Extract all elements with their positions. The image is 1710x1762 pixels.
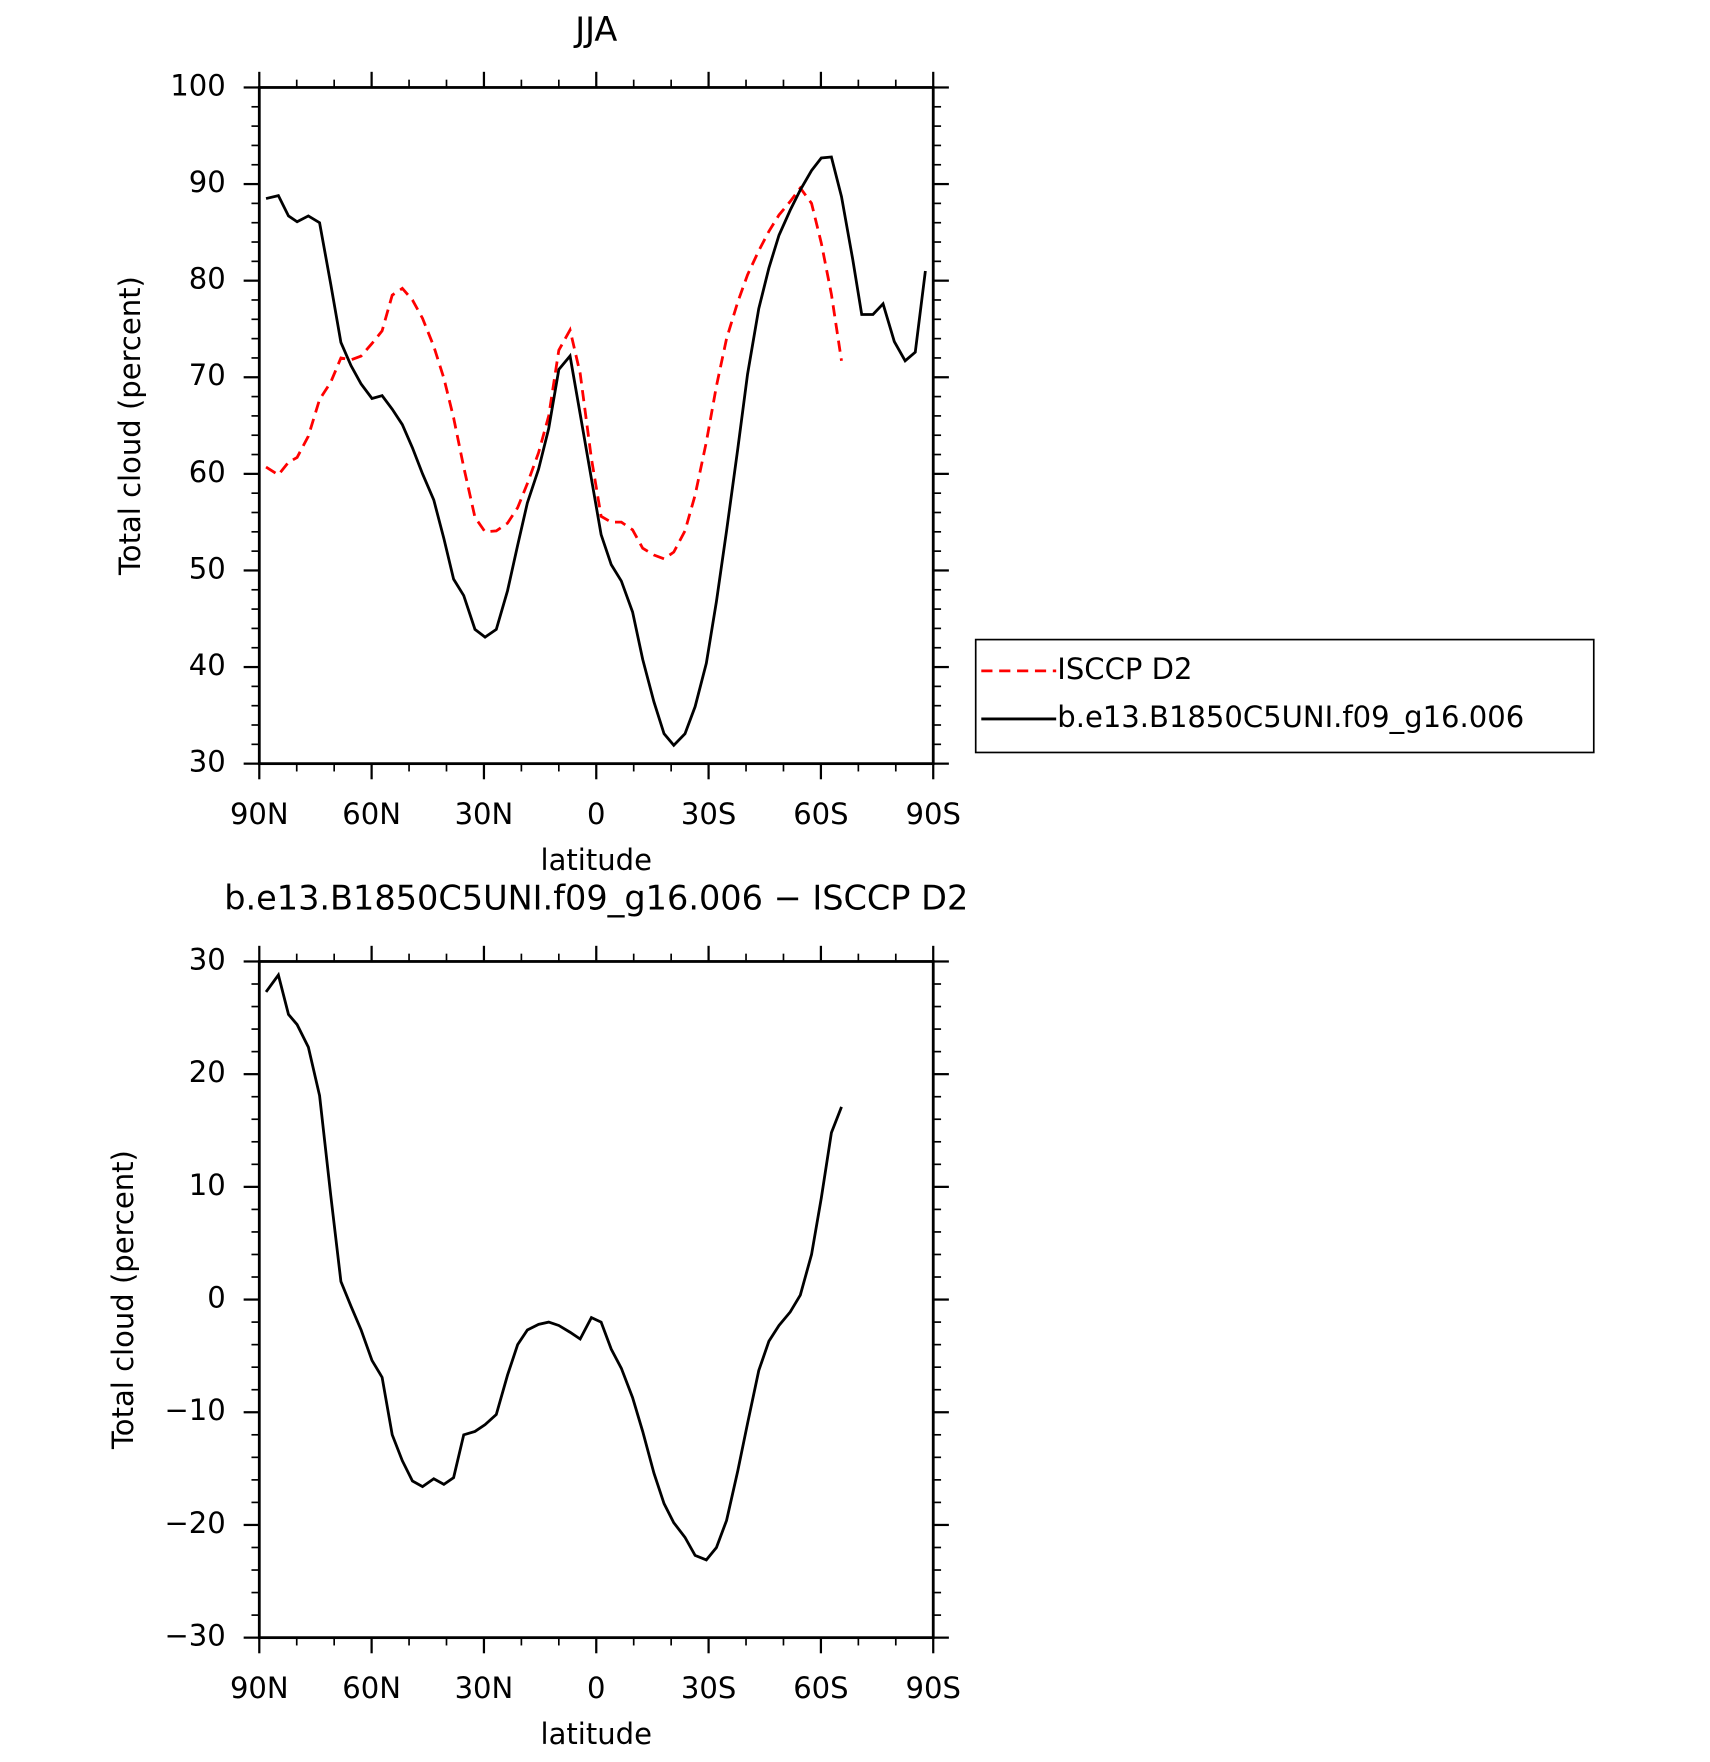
x-tick-label: 30S: [681, 797, 736, 831]
x-tick-label: 90N: [230, 797, 289, 831]
x-tick-label: 90S: [906, 797, 961, 831]
x-tick-label: 60S: [793, 1671, 848, 1705]
data-line: [265, 155, 927, 748]
y-tick-label: 100: [170, 68, 225, 102]
x-tick-label: 90S: [906, 1671, 961, 1705]
x-tick-label: 0: [587, 1671, 605, 1705]
y-tick-label: 70: [189, 358, 226, 392]
y-axis-label: Total cloud (percent): [106, 1150, 140, 1450]
x-axis-label: latitude: [541, 843, 652, 877]
chart-title: JJA: [573, 10, 617, 49]
y-tick-label: 30: [189, 745, 226, 779]
x-tick-label: 60N: [342, 1671, 401, 1705]
legend-box: [974, 638, 1595, 754]
legend-label: ISCCP D2: [1057, 652, 1192, 686]
plot-frame: [257, 960, 935, 1640]
y-tick-label: 60: [189, 455, 226, 489]
y-tick-label: 30: [189, 942, 226, 976]
y-tick-label: 90: [189, 165, 226, 199]
data-line: [265, 185, 843, 561]
x-tick-label: 0: [587, 797, 605, 831]
y-tick-label: 20: [189, 1055, 226, 1089]
y-tick-label: 10: [189, 1168, 226, 1202]
y-axis-label: Total cloud (percent): [113, 276, 147, 576]
x-axis-label: latitude: [541, 1717, 652, 1751]
chart-title: b.e13.B1850C5UNI.f09_g16.006 − ISCCP D2: [224, 878, 968, 917]
y-tick-label: 0: [207, 1281, 225, 1315]
y-tick-label: −10: [164, 1393, 225, 1427]
y-tick-label: −20: [164, 1506, 225, 1540]
data-line: [264, 971, 843, 1562]
y-tick-label: 50: [189, 551, 226, 585]
x-tick-label: 30S: [681, 1671, 736, 1705]
y-tick-label: 80: [189, 262, 226, 296]
x-tick-label: 60N: [342, 797, 401, 831]
plot-frame: [257, 86, 935, 766]
x-tick-label: 30N: [455, 1671, 514, 1705]
y-tick-label: −30: [164, 1619, 225, 1653]
x-tick-label: 30N: [455, 797, 514, 831]
legend-label: b.e13.B1850C5UNI.f09_g16.006: [1057, 700, 1524, 734]
x-tick-label: 60S: [793, 797, 848, 831]
x-tick-label: 90N: [230, 1671, 289, 1705]
y-tick-label: 40: [189, 648, 226, 682]
